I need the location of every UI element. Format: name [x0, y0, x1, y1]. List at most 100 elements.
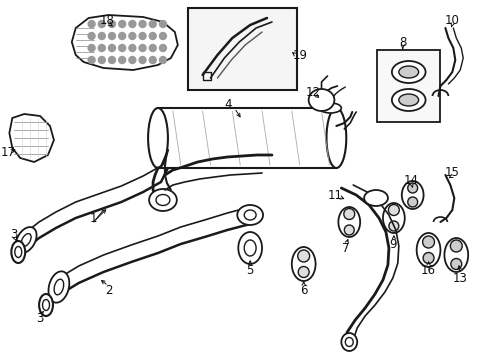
Circle shape	[139, 32, 146, 40]
Text: 15: 15	[444, 166, 459, 179]
Circle shape	[149, 45, 156, 51]
Ellipse shape	[156, 194, 169, 206]
Ellipse shape	[401, 181, 423, 209]
Ellipse shape	[42, 300, 49, 310]
Ellipse shape	[48, 271, 69, 303]
Text: 7: 7	[341, 242, 348, 255]
Text: 10: 10	[444, 14, 459, 27]
Ellipse shape	[308, 89, 334, 111]
Circle shape	[139, 45, 146, 51]
Ellipse shape	[407, 197, 417, 207]
Ellipse shape	[387, 204, 399, 216]
Circle shape	[119, 57, 125, 63]
Ellipse shape	[244, 240, 256, 256]
Text: 5: 5	[246, 264, 253, 276]
Circle shape	[98, 32, 105, 40]
Ellipse shape	[382, 203, 404, 233]
Circle shape	[129, 21, 136, 27]
Ellipse shape	[338, 207, 360, 237]
Text: 8: 8	[398, 36, 406, 49]
Ellipse shape	[39, 294, 53, 316]
Text: 12: 12	[305, 86, 321, 99]
Circle shape	[149, 21, 156, 27]
Text: 3: 3	[36, 311, 43, 324]
Circle shape	[88, 57, 95, 63]
Ellipse shape	[345, 338, 352, 346]
Circle shape	[108, 57, 115, 63]
Text: 19: 19	[292, 49, 306, 62]
Circle shape	[108, 32, 115, 40]
Text: 6: 6	[299, 284, 307, 297]
Circle shape	[119, 21, 125, 27]
Ellipse shape	[341, 333, 356, 351]
Text: 9: 9	[388, 238, 396, 251]
Circle shape	[119, 32, 125, 40]
Ellipse shape	[54, 279, 63, 295]
Ellipse shape	[244, 210, 256, 220]
Circle shape	[159, 32, 166, 40]
Ellipse shape	[416, 233, 440, 267]
Ellipse shape	[444, 238, 467, 272]
Circle shape	[149, 32, 156, 40]
Ellipse shape	[398, 94, 418, 106]
Circle shape	[139, 21, 146, 27]
Ellipse shape	[149, 189, 177, 211]
Ellipse shape	[15, 247, 21, 257]
Text: 4: 4	[224, 98, 232, 111]
Text: 18: 18	[100, 14, 115, 27]
Circle shape	[159, 57, 166, 63]
Circle shape	[98, 45, 105, 51]
Circle shape	[88, 32, 95, 40]
Ellipse shape	[343, 208, 354, 220]
Ellipse shape	[391, 61, 425, 83]
Ellipse shape	[422, 252, 433, 264]
Text: 17: 17	[1, 145, 16, 158]
Text: 16: 16	[420, 264, 435, 276]
Ellipse shape	[326, 108, 346, 168]
Circle shape	[108, 21, 115, 27]
Ellipse shape	[407, 183, 417, 193]
Ellipse shape	[298, 266, 308, 278]
Ellipse shape	[449, 240, 461, 252]
Circle shape	[108, 45, 115, 51]
Bar	[187, 8, 296, 90]
Ellipse shape	[238, 232, 262, 264]
Circle shape	[119, 45, 125, 51]
Circle shape	[149, 57, 156, 63]
Text: 14: 14	[403, 174, 417, 186]
Ellipse shape	[364, 190, 387, 206]
Text: 3: 3	[11, 228, 18, 240]
Bar	[158, 108, 336, 168]
Circle shape	[98, 57, 105, 63]
Circle shape	[129, 32, 136, 40]
Text: 1: 1	[90, 212, 97, 225]
Ellipse shape	[291, 247, 315, 281]
Ellipse shape	[391, 89, 425, 111]
Ellipse shape	[344, 225, 353, 235]
Circle shape	[129, 45, 136, 51]
Ellipse shape	[297, 250, 309, 262]
Circle shape	[139, 57, 146, 63]
Text: 2: 2	[104, 284, 112, 297]
Ellipse shape	[450, 258, 461, 270]
Ellipse shape	[422, 236, 434, 248]
Ellipse shape	[21, 234, 31, 246]
Circle shape	[98, 21, 105, 27]
Circle shape	[159, 45, 166, 51]
Text: 13: 13	[452, 271, 467, 284]
Ellipse shape	[148, 108, 167, 168]
Polygon shape	[9, 114, 54, 162]
Circle shape	[88, 45, 95, 51]
Ellipse shape	[237, 205, 263, 225]
Ellipse shape	[16, 227, 37, 253]
Polygon shape	[72, 15, 178, 70]
Circle shape	[88, 21, 95, 27]
Circle shape	[129, 57, 136, 63]
Text: 11: 11	[327, 189, 342, 202]
Ellipse shape	[319, 103, 341, 113]
Ellipse shape	[388, 221, 398, 231]
Circle shape	[159, 21, 166, 27]
Ellipse shape	[398, 66, 418, 78]
Bar	[376, 50, 440, 122]
Ellipse shape	[11, 241, 25, 263]
